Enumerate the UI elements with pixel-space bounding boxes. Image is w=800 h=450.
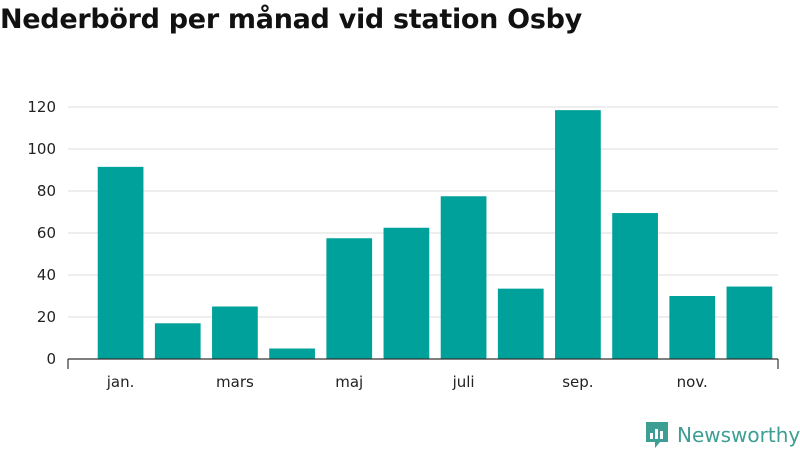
y-tick-label: 100 xyxy=(27,140,56,158)
x-tick-label: nov. xyxy=(677,373,708,391)
y-axis-tick-labels: 0 20 40 60 80 100 120 xyxy=(27,98,56,368)
x-tick-label: mars xyxy=(216,373,254,391)
y-tick-label: 0 xyxy=(46,350,56,368)
brand: Newsworthy xyxy=(644,420,800,450)
bar-feb xyxy=(154,323,201,359)
y-tick-label: 20 xyxy=(37,308,56,326)
bar-nov xyxy=(669,296,716,359)
bar-juli xyxy=(440,196,487,359)
y-tick-label: 40 xyxy=(37,266,56,284)
bar-sep xyxy=(555,110,601,360)
bar-mars xyxy=(212,306,258,359)
bar-apr xyxy=(269,348,315,359)
y-tick-label: 80 xyxy=(37,182,56,200)
bar-dec xyxy=(726,286,773,359)
x-tick-label: maj xyxy=(335,373,363,391)
brand-name: Newsworthy xyxy=(677,423,800,447)
newsworthy-chart-logo-icon xyxy=(646,422,668,448)
y-tick-label: 120 xyxy=(27,98,56,116)
chart-title: Nederbörd per månad vid station Osby xyxy=(0,4,582,35)
x-axis-tick-labels: jan. mars maj juli sep. nov. xyxy=(106,373,708,391)
x-tick-label: sep. xyxy=(562,373,593,391)
bar-juni xyxy=(383,227,430,359)
y-tick-label: 60 xyxy=(37,224,56,242)
bar-jan xyxy=(97,166,144,359)
x-tick-label: jan. xyxy=(106,373,135,391)
bar-aug xyxy=(497,288,544,359)
x-tick-label: juli xyxy=(452,373,475,391)
bars xyxy=(97,110,773,360)
x-axis xyxy=(67,358,779,369)
bar-maj xyxy=(326,238,373,359)
bar-okt xyxy=(612,213,658,359)
